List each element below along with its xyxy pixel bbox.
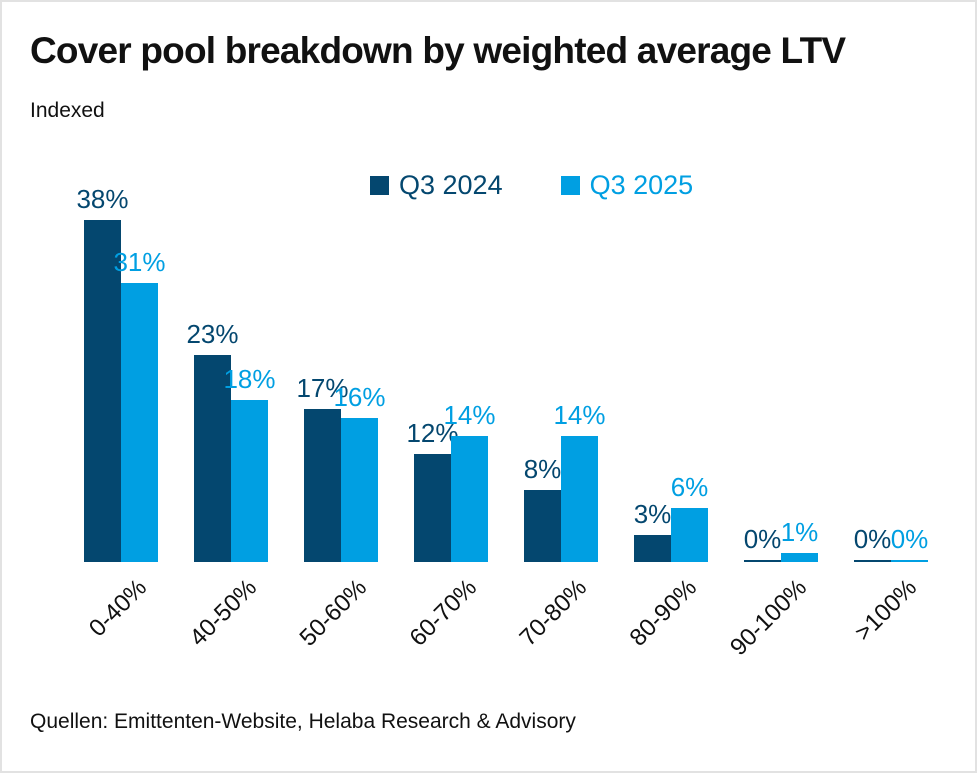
bar-value-label: 0% (743, 524, 782, 554)
bar-group: 23% 18% (176, 172, 286, 562)
chart-title: Cover pool breakdown by weighted average… (30, 30, 846, 71)
x-axis-label: 90-100% (725, 574, 813, 662)
bar-slot: 12% (406, 172, 459, 562)
bar-slot: 18% (223, 172, 276, 562)
bar-group: 3% 6% (616, 172, 726, 562)
bar-slot: 8% (524, 172, 561, 562)
legend-swatch-q3-2024 (370, 176, 389, 195)
source-note: Quellen: Emittenten-Website, Helaba Rese… (30, 710, 576, 733)
bar (451, 436, 488, 562)
bar-slot: 14% (553, 172, 606, 562)
legend-label-q3-2024: Q3 2024 (399, 170, 503, 200)
bar-slot: 0% (891, 172, 928, 562)
bar-value-label: 14% (553, 400, 606, 430)
bar-slot: 31% (113, 172, 166, 562)
x-axis-label: 40-50% (184, 574, 263, 652)
x-axis: 0-40% 40-50% 50-60% 60-70% 70-80% 80-90% 90-10… (66, 574, 956, 689)
bar-slot: 38% (76, 172, 129, 562)
legend-swatch-q3-2025 (560, 176, 580, 195)
bar (414, 454, 451, 562)
bar-value-label: 16% (333, 382, 386, 412)
bar (84, 220, 121, 562)
bar-group: 38% 31% (66, 172, 176, 562)
bar (561, 436, 598, 562)
bar-slot: 16% (333, 172, 386, 562)
bar (854, 560, 891, 562)
bar-group: 0% 0% (836, 172, 946, 562)
x-axis-label: 70-80% (514, 574, 593, 652)
bar-slot: 1% (781, 172, 818, 562)
bar-group: 12% 14% (396, 172, 506, 562)
bar (671, 508, 708, 562)
bar-value-label: 38% (76, 184, 129, 214)
x-axis-label: 0-40% (83, 574, 153, 643)
bar-group: 0% 1% (726, 172, 836, 562)
bar (744, 560, 781, 562)
bar-slot: 6% (671, 172, 708, 562)
bar-value-label: 18% (223, 364, 276, 394)
bar (231, 400, 268, 562)
bar-value-label: 17% (296, 373, 349, 403)
bar-value-label: 23% (186, 319, 239, 349)
bar (634, 535, 671, 562)
bar-value-label: 1% (780, 517, 819, 547)
bar-value-label: 3% (633, 499, 672, 529)
bar-value-label: 31% (113, 247, 166, 277)
plot-area: 38% 31% 23% 18% 17% 16% 12% 14% 8% 14% 3% 6% 0% 1% 0% 0… (66, 172, 956, 562)
bar (194, 355, 231, 562)
bar-slot: 17% (296, 172, 349, 562)
bar-value-label: 0% (890, 524, 929, 554)
bar-group: 17% 16% (286, 172, 396, 562)
bar-slot: 3% (634, 172, 671, 562)
bar-slot: 23% (186, 172, 239, 562)
bar-value-label: 0% (853, 524, 892, 554)
legend-label-q3-2025: Q3 2025 (589, 170, 694, 200)
bar (304, 409, 341, 562)
bar (891, 560, 928, 562)
x-axis-label: 80-90% (624, 574, 703, 652)
bar-value-label: 14% (443, 400, 496, 430)
bar (524, 490, 561, 562)
bar (121, 283, 158, 562)
legend: Q3 2024 Q3 2025 (370, 170, 693, 201)
chart-subtitle: Indexed (30, 99, 105, 122)
bar-value-label: 6% (670, 472, 709, 502)
bar-slot: 0% (744, 172, 781, 562)
bar (341, 418, 378, 562)
bar-value-label: 12% (406, 418, 459, 448)
bar-value-label: 8% (523, 454, 562, 484)
legend-item-q3-2024: Q3 2024 (370, 170, 503, 201)
x-axis-label: >100% (849, 574, 923, 647)
bar (781, 553, 818, 562)
x-axis-label: 60-70% (404, 574, 483, 652)
bar-group: 8% 14% (506, 172, 616, 562)
bar-slot: 0% (854, 172, 891, 562)
legend-item-q3-2025: Q3 2025 (560, 170, 694, 201)
x-axis-label: 50-60% (294, 574, 373, 652)
bar-slot: 14% (443, 172, 496, 562)
